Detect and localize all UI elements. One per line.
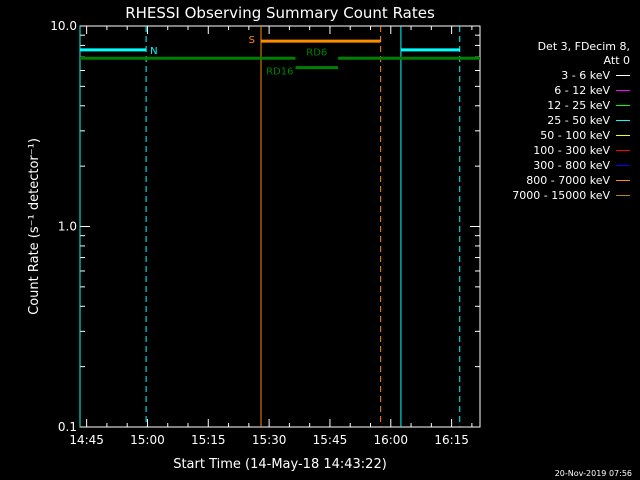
legend-entry: 7000 - 15000 keV [500,188,630,203]
legend-entry: 12 - 25 keV [500,98,630,113]
x-tick-label: 15:30 [252,433,287,447]
legend-entry-label: 6 - 12 keV [554,84,610,97]
legend-entry: 25 - 50 keV [500,113,630,128]
legend-entry-label: 800 - 7000 keV [526,174,610,187]
y-tick-label: 0.1 [58,420,77,434]
x-tick-label: 15:15 [191,433,226,447]
y-tick-label: 10.0 [50,19,77,33]
legend-header-line-2: Att 0 [603,54,630,67]
legend-entry-label: 7000 - 15000 keV [512,189,610,202]
legend-swatch [616,180,630,181]
chart-title: RHESSI Observing Summary Count Rates [125,4,435,22]
legend-entry: 3 - 6 keV [500,68,630,83]
legend-swatch [616,75,630,76]
legend-entry-label: 12 - 25 keV [547,99,610,112]
legend-swatch [616,165,630,166]
legend-entry-label: 100 - 300 keV [533,144,610,157]
legend-swatch [616,105,630,106]
legend-entry-label: 25 - 50 keV [547,114,610,127]
legend-header: Det 3, FDecim 8, Att 0 [500,40,630,68]
x-tick-label: 15:45 [313,433,348,447]
legend-entry-label: 300 - 800 keV [533,159,610,172]
legend-entry: 100 - 300 keV [500,143,630,158]
annotation-label: S [249,35,255,46]
plot-frame [79,25,481,428]
legend-swatch [616,195,630,196]
x-tick-label: 14:45 [69,433,104,447]
legend-swatch [616,120,630,121]
legend-header-line-1: Det 3, FDecim 8, [537,40,630,53]
legend-entry: 800 - 7000 keV [500,173,630,188]
x-tick-label: 16:00 [373,433,408,447]
legend-entry: 300 - 800 keV [500,158,630,173]
legend-swatch [616,150,630,151]
legend-entry: 6 - 12 keV [500,83,630,98]
annotation-label: N [150,46,157,57]
x-axis-label: Start Time (14-May-18 14:43:22) [173,457,387,472]
annotation-label: RD16 [266,67,293,78]
y-tick-label: 1.0 [58,220,77,234]
plot-timestamp: 20-Nov-2019 07:56 [554,469,632,478]
legend-entry: 50 - 100 keV [500,128,630,143]
legend-swatch [616,135,630,136]
legend-swatch [616,90,630,91]
y-axis-label: Count Rate (s⁻¹ detector⁻¹) [27,138,42,315]
legend-entry-label: 50 - 100 keV [540,129,610,142]
annotation-label: RD6 [306,47,327,58]
legend-entries: 3 - 6 keV 6 - 12 keV 12 - 25 keV 25 - 50 ke… [500,68,630,203]
legend: Det 3, FDecim 8, Att 0 3 - 6 keV 6 - 12 k… [500,40,630,203]
x-tick-label: 15:00 [130,433,165,447]
x-tick-label: 16:15 [434,433,469,447]
legend-entry-label: 3 - 6 keV [561,69,610,82]
